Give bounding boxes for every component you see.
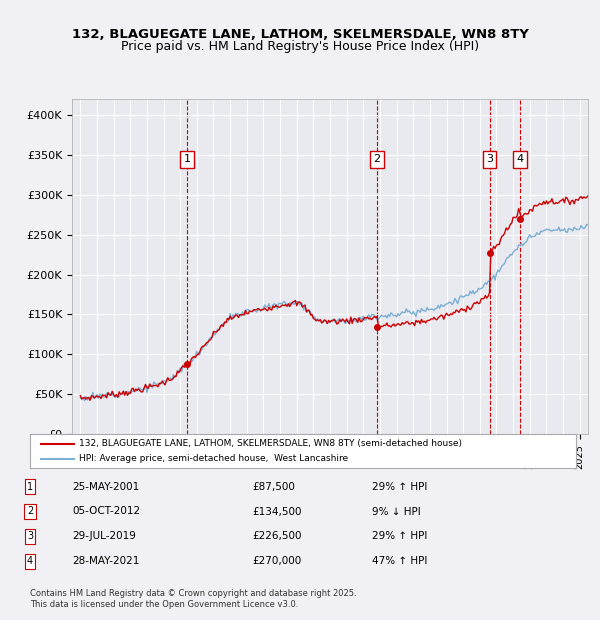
Text: Contains HM Land Registry data © Crown copyright and database right 2025.
This d: Contains HM Land Registry data © Crown c… <box>30 590 356 609</box>
Text: 05-OCT-2012: 05-OCT-2012 <box>72 507 140 516</box>
Text: £226,500: £226,500 <box>252 531 302 541</box>
Text: 132, BLAGUEGATE LANE, LATHOM, SKELMERSDALE, WN8 8TY: 132, BLAGUEGATE LANE, LATHOM, SKELMERSDA… <box>71 28 529 41</box>
Text: 3: 3 <box>486 154 493 164</box>
Text: 3: 3 <box>27 531 33 541</box>
Text: 29% ↑ HPI: 29% ↑ HPI <box>372 531 427 541</box>
Text: 25-MAY-2001: 25-MAY-2001 <box>72 482 139 492</box>
Text: 4: 4 <box>27 556 33 566</box>
Text: 132, BLAGUEGATE LANE, LATHOM, SKELMERSDALE, WN8 8TY (semi-detached house): 132, BLAGUEGATE LANE, LATHOM, SKELMERSDA… <box>79 439 462 448</box>
Text: Price paid vs. HM Land Registry's House Price Index (HPI): Price paid vs. HM Land Registry's House … <box>121 40 479 53</box>
Text: HPI: Average price, semi-detached house,  West Lancashire: HPI: Average price, semi-detached house,… <box>79 454 348 463</box>
Text: 9% ↓ HPI: 9% ↓ HPI <box>372 507 421 516</box>
Text: £87,500: £87,500 <box>252 482 295 492</box>
Text: 1: 1 <box>184 154 191 164</box>
Text: 29-JUL-2019: 29-JUL-2019 <box>72 531 136 541</box>
Text: 4: 4 <box>517 154 524 164</box>
Text: £270,000: £270,000 <box>252 556 301 566</box>
Text: 1: 1 <box>27 482 33 492</box>
Text: 28-MAY-2021: 28-MAY-2021 <box>72 556 139 566</box>
Text: 2: 2 <box>27 507 33 516</box>
Text: 29% ↑ HPI: 29% ↑ HPI <box>372 482 427 492</box>
Text: 47% ↑ HPI: 47% ↑ HPI <box>372 556 427 566</box>
Text: 2: 2 <box>374 154 381 164</box>
Text: £134,500: £134,500 <box>252 507 302 516</box>
